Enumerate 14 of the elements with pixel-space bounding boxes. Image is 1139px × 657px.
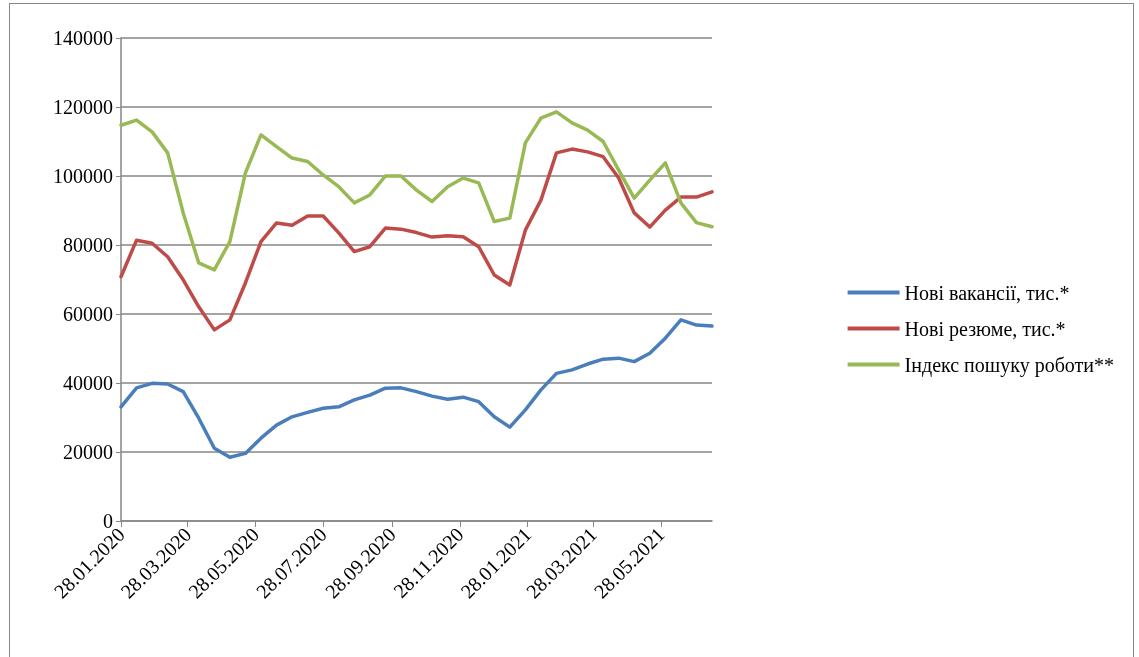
y-tick-label: 80000 bbox=[63, 234, 113, 256]
line-series bbox=[119, 110, 714, 272]
legend-label: Індекс пошуку роботи** bbox=[904, 353, 1114, 377]
y-tick-label: 120000 bbox=[53, 96, 113, 118]
legend-label: Нові вакансії, тис.* bbox=[904, 281, 1070, 304]
legend-label: Нові резюме, тис.* bbox=[904, 317, 1066, 341]
y-tick-label: 100000 bbox=[53, 165, 113, 187]
line-series bbox=[119, 147, 714, 332]
y-tick-label: 0 bbox=[103, 510, 113, 532]
line-series bbox=[119, 318, 714, 459]
y-tick-label: 140000 bbox=[53, 27, 113, 49]
y-tick-label: 40000 bbox=[63, 372, 113, 394]
y-tick-label: 60000 bbox=[63, 303, 113, 325]
y-tick-label: 20000 bbox=[63, 441, 113, 463]
